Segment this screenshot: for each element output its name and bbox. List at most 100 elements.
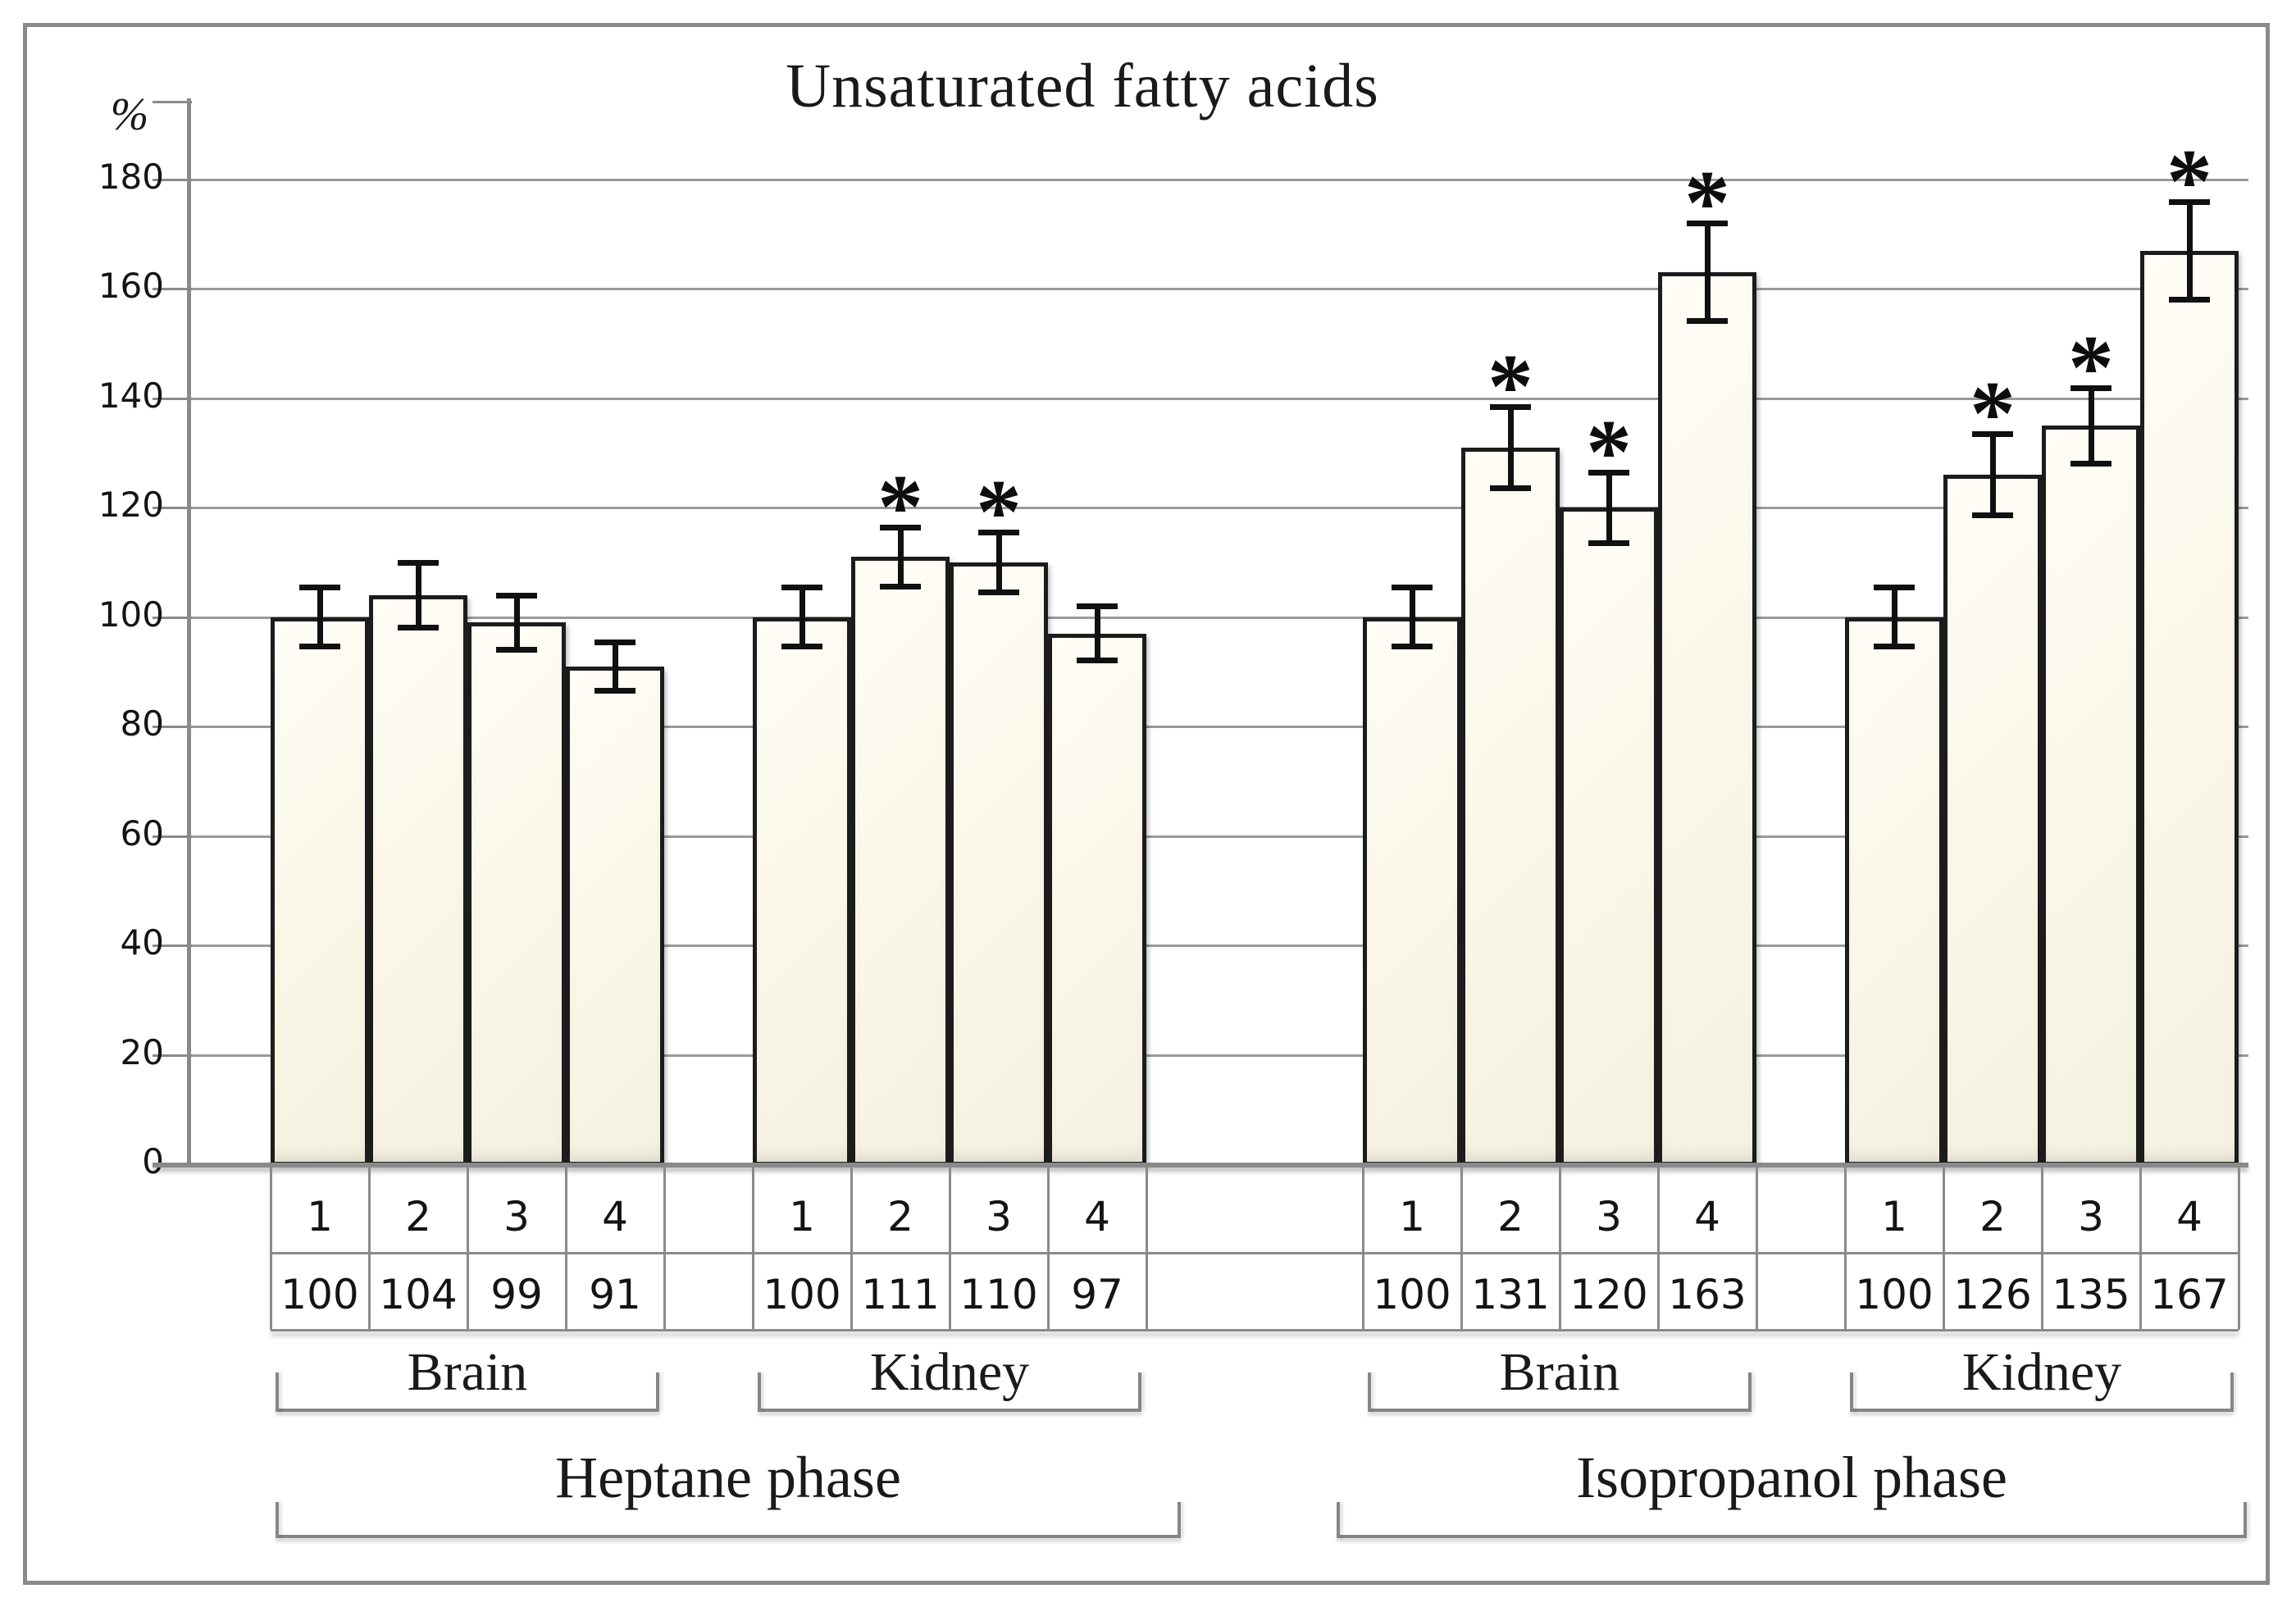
table-column-border bbox=[2139, 1164, 2142, 1330]
error-bar-cap-bottom-heptane-phase-kidney-2 bbox=[880, 584, 921, 590]
error-bar-line-isopropanol-phase-kidney-1 bbox=[1891, 587, 1897, 648]
y-tick-label-100: 100 bbox=[98, 594, 164, 635]
table-column-border bbox=[1362, 1164, 1364, 1330]
table-value-isopropanol-phase-kidney-2: 126 bbox=[1953, 1271, 2032, 1318]
table-column-border bbox=[1460, 1164, 1463, 1330]
table-column-border bbox=[1943, 1164, 1945, 1330]
y-tick-label-160: 160 bbox=[98, 266, 164, 307]
significance-asterisk-heptane-phase-kidney-3: * bbox=[976, 462, 1022, 564]
error-bar-line-isopropanol-phase-kidney-2 bbox=[1989, 434, 1996, 517]
figure-border bbox=[23, 23, 2270, 1585]
group-bracket-brain-2 bbox=[1368, 1409, 1752, 1412]
error-bar-cap-top-heptane-phase-kidney-1 bbox=[781, 585, 822, 591]
error-bar-cap-bottom-isopropanol-phase-kidney-2 bbox=[1972, 512, 2013, 519]
error-bar-line-isopropanol-phase-kidney-3 bbox=[2088, 387, 2094, 464]
group-label-isopropanol-phase-brain: Brain bbox=[1499, 1342, 1620, 1402]
error-bar-cap-top-isopropanol-phase-brain-3 bbox=[1588, 469, 1629, 476]
group-label-isopropanol-phase-kidney: Kidney bbox=[1961, 1342, 2122, 1402]
table-value-heptane-phase-brain-4: 91 bbox=[589, 1271, 641, 1318]
error-bar-line-heptane-phase-kidney-4 bbox=[1094, 606, 1100, 662]
error-bar-cap-bottom-isopropanol-phase-brain-4 bbox=[1687, 318, 1728, 325]
bar-heptane-phase-brain-1 bbox=[271, 617, 369, 1166]
error-bar-cap-bottom-heptane-phase-brain-3 bbox=[496, 646, 537, 653]
gridline-20 bbox=[189, 1054, 2248, 1057]
table-column-border bbox=[565, 1164, 567, 1330]
bar-isopropanol-phase-brain-1 bbox=[1363, 617, 1461, 1166]
error-bar-line-heptane-phase-brain-1 bbox=[317, 587, 323, 648]
group-bracket-end-right-3 bbox=[2230, 1372, 2234, 1412]
table-index-heptane-phase-brain-3: 3 bbox=[503, 1193, 530, 1240]
error-bar-cap-top-heptane-phase-kidney-2 bbox=[880, 524, 921, 530]
bar-isopropanol-phase-kidney-3 bbox=[2042, 426, 2140, 1166]
table-value-isopropanol-phase-brain-3: 120 bbox=[1569, 1271, 1648, 1318]
error-bar-cap-top-heptane-phase-brain-4 bbox=[594, 639, 636, 645]
table-column-border bbox=[1146, 1164, 1148, 1330]
error-bar-cap-bottom-heptane-phase-brain-4 bbox=[594, 687, 636, 694]
y-tick-100 bbox=[153, 616, 192, 619]
table-index-isopropanol-phase-brain-3: 3 bbox=[1596, 1193, 1622, 1240]
table-index-heptane-phase-kidney-2: 2 bbox=[887, 1193, 913, 1240]
error-bar-line-heptane-phase-kidney-2 bbox=[897, 526, 904, 588]
gridline-120 bbox=[189, 507, 2248, 510]
y-tick-label-120: 120 bbox=[98, 485, 164, 526]
error-bar-cap-bottom-heptane-phase-brain-1 bbox=[299, 644, 340, 650]
error-bar-cap-top-heptane-phase-brain-2 bbox=[398, 560, 439, 567]
bar-isopropanol-phase-brain-4 bbox=[1658, 272, 1756, 1166]
gridline-140 bbox=[189, 397, 2248, 400]
table-column-border bbox=[850, 1164, 853, 1330]
table-column-border bbox=[1657, 1164, 1660, 1330]
group-bracket-end-right-1 bbox=[1138, 1372, 1141, 1412]
table-value-heptane-phase-kidney-4: 97 bbox=[1071, 1271, 1123, 1318]
error-bar-cap-top-isopropanol-phase-brain-4 bbox=[1687, 221, 1728, 227]
table-index-isopropanol-phase-kidney-3: 3 bbox=[2078, 1193, 2104, 1240]
gridline-60 bbox=[189, 835, 2248, 838]
table-column-border bbox=[949, 1164, 951, 1330]
table-column-border bbox=[663, 1164, 666, 1330]
table-index-heptane-phase-kidney-3: 3 bbox=[986, 1193, 1012, 1240]
error-bar-line-heptane-phase-kidney-1 bbox=[799, 587, 805, 648]
group-bracket-end-left-3 bbox=[1850, 1372, 1853, 1412]
table-column-border bbox=[752, 1164, 754, 1330]
error-bar-cap-top-isopropanol-phase-kidney-1 bbox=[1874, 585, 1915, 591]
y-tick-label-20: 20 bbox=[120, 1031, 164, 1072]
error-bar-cap-bottom-isopropanol-phase-brain-1 bbox=[1392, 644, 1433, 650]
significance-asterisk-isopropanol-phase-brain-2: * bbox=[1487, 335, 1533, 438]
y-axis-line bbox=[187, 98, 191, 1168]
y-tick-label-140: 140 bbox=[98, 375, 164, 416]
table-index-isopropanol-phase-brain-4: 4 bbox=[1694, 1193, 1720, 1240]
error-bar-cap-top-heptane-phase-brain-3 bbox=[496, 593, 537, 599]
bar-heptane-phase-brain-4 bbox=[566, 666, 664, 1166]
table-value-isopropanol-phase-brain-2: 131 bbox=[1471, 1271, 1550, 1318]
error-bar-cap-top-isopropanol-phase-brain-2 bbox=[1490, 403, 1531, 410]
error-bar-line-isopropanol-phase-brain-4 bbox=[1704, 223, 1711, 322]
significance-asterisk-isopropanol-phase-kidney-4: * bbox=[2166, 130, 2212, 233]
phase-bracket-end-right-1 bbox=[2244, 1502, 2247, 1538]
table-column-border bbox=[2238, 1164, 2240, 1330]
gridline-40 bbox=[189, 945, 2248, 948]
bar-isopropanol-phase-brain-2 bbox=[1461, 447, 1560, 1166]
y-tick-60 bbox=[153, 835, 192, 838]
bar-isopropanol-phase-kidney-1 bbox=[1845, 617, 1943, 1166]
bar-heptane-phase-kidney-1 bbox=[753, 617, 851, 1166]
y-tick-180 bbox=[153, 179, 192, 181]
error-bar-line-heptane-phase-brain-4 bbox=[612, 641, 618, 691]
table-column-border bbox=[1756, 1164, 1758, 1330]
table-column-border bbox=[1559, 1164, 1561, 1330]
table-line-bottom bbox=[271, 1329, 2239, 1331]
table-value-isopropanol-phase-brain-1: 100 bbox=[1373, 1271, 1451, 1318]
phase-bracket-heptane-phase bbox=[276, 1535, 1181, 1538]
table-value-heptane-phase-brain-1: 100 bbox=[280, 1271, 359, 1318]
y-tick-label-60: 60 bbox=[120, 813, 164, 854]
bar-heptane-phase-kidney-4 bbox=[1048, 633, 1146, 1166]
error-bar-cap-bottom-heptane-phase-kidney-1 bbox=[781, 644, 822, 650]
significance-asterisk-isopropanol-phase-kidney-3: * bbox=[2068, 316, 2114, 419]
significance-asterisk-isopropanol-phase-kidney-2: * bbox=[1970, 363, 2016, 466]
group-bracket-end-left-0 bbox=[276, 1372, 279, 1412]
y-tick-label-80: 80 bbox=[120, 703, 164, 744]
group-bracket-end-left-1 bbox=[758, 1372, 761, 1412]
error-bar-cap-bottom-heptane-phase-kidney-3 bbox=[978, 589, 1019, 595]
bar-isopropanol-phase-brain-3 bbox=[1560, 508, 1658, 1166]
table-index-isopropanol-phase-brain-2: 2 bbox=[1497, 1193, 1524, 1240]
table-column-border bbox=[2041, 1164, 2043, 1330]
y-tick-top bbox=[153, 101, 192, 103]
